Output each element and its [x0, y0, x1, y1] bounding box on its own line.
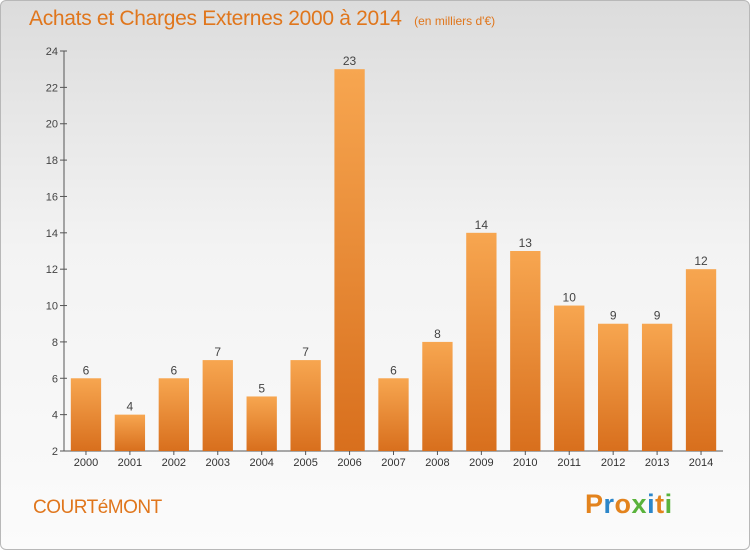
bar-2006	[334, 69, 365, 451]
y-tick-label: 16	[46, 191, 58, 203]
data-label: 12	[694, 254, 708, 268]
x-tick-label: 2013	[645, 457, 669, 469]
y-tick-label: 8	[52, 337, 58, 349]
bar-2011	[554, 305, 585, 451]
town-name: COURTéMONT	[33, 497, 162, 518]
y-tick-label: 24	[46, 46, 58, 58]
x-tick-label: 2008	[425, 457, 449, 469]
logo-letter: i	[647, 489, 656, 519]
y-tick-label: 14	[46, 228, 58, 240]
x-tick-label: 2004	[249, 457, 273, 469]
y-tick-label: 4	[52, 410, 58, 422]
chart-subtitle: (en milliers d'€)	[414, 14, 496, 28]
bar-2008	[422, 341, 453, 451]
bars	[70, 69, 717, 451]
data-label: 7	[214, 345, 221, 359]
x-tick-label: 2005	[293, 457, 317, 469]
logo-letter: x	[631, 489, 648, 519]
bar-2005	[290, 360, 321, 451]
bar-2007	[378, 378, 409, 451]
data-label: 8	[434, 327, 441, 341]
data-label: 5	[258, 381, 265, 395]
bar-2000	[70, 378, 102, 451]
bar-2002	[158, 378, 189, 451]
y-tick-label: 20	[46, 119, 58, 131]
bar-2010	[510, 251, 541, 451]
data-label: 7	[302, 345, 309, 359]
bar-2013	[641, 323, 673, 451]
y-tick-label: 10	[46, 301, 58, 313]
data-label: 13	[519, 236, 533, 250]
bar-2012	[598, 323, 629, 451]
x-tick-label: 2014	[689, 457, 713, 469]
bar-2004	[246, 396, 277, 451]
y-tick-label: 6	[52, 373, 58, 385]
proxiti-logo: Proxiti	[585, 489, 673, 520]
data-label: 23	[343, 54, 357, 68]
y-tick-label: 22	[46, 82, 58, 94]
data-label: 6	[390, 363, 397, 377]
x-tick-label: 2006	[337, 457, 361, 469]
bar-2014	[685, 269, 717, 451]
logo-letter: i	[664, 489, 673, 519]
x-tick-label: 2002	[162, 457, 186, 469]
x-tick-label: 2010	[513, 457, 537, 469]
logo-letter: o	[614, 489, 632, 519]
bar-2009	[466, 232, 497, 451]
chart-title: Achats et Charges Externes 2000 à 2014	[29, 7, 402, 30]
bar-2001	[114, 414, 146, 451]
data-label: 10	[563, 291, 577, 305]
logo-letter: P	[585, 489, 604, 519]
logo-letter: r	[603, 489, 615, 519]
data-label: 14	[475, 218, 489, 232]
x-tick-label: 2011	[557, 457, 581, 469]
x-tick-label: 2001	[118, 457, 142, 469]
title-row: Achats et Charges Externes 2000 à 2014 (…	[29, 7, 495, 31]
data-label: 9	[610, 309, 617, 323]
x-tick-label: 2009	[469, 457, 493, 469]
x-tick-label: 2007	[381, 457, 405, 469]
x-tick-label: 2000	[74, 457, 98, 469]
bar-2003	[202, 360, 233, 451]
logo-letter: t	[655, 489, 665, 519]
y-tick-label: 18	[46, 155, 58, 167]
data-labels: 6 4 6 7 5 7 23 6 8 14 13 10 9 9 12	[83, 54, 708, 413]
data-label: 9	[654, 309, 661, 323]
y-tick-label: 2	[52, 446, 58, 458]
x-tick-label: 2012	[601, 457, 625, 469]
data-label: 6	[83, 363, 90, 377]
y-tick-label: 12	[46, 264, 58, 276]
data-label: 6	[170, 363, 177, 377]
x-tick-label: 2003	[206, 457, 230, 469]
data-label: 4	[127, 400, 134, 414]
